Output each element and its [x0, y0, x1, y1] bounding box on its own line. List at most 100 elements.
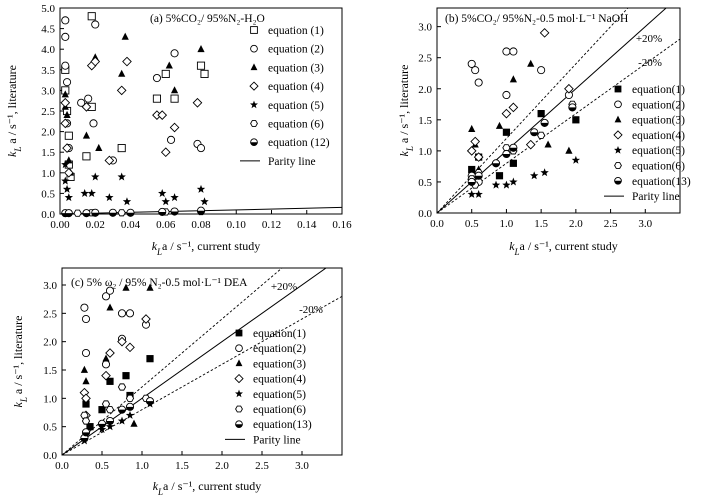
data-point	[117, 416, 127, 425]
data-point	[525, 139, 536, 150]
x-tick-label: 1.0	[135, 460, 149, 472]
x-tick-label: 2.5	[604, 218, 618, 230]
data-point	[125, 342, 135, 353]
data-point	[495, 121, 504, 129]
legend-marker	[614, 115, 622, 123]
data-point	[165, 61, 173, 69]
data-point	[491, 159, 501, 168]
data-point	[502, 47, 511, 56]
data-point	[468, 165, 476, 174]
data-point	[467, 189, 476, 198]
plot-frame	[436, 7, 681, 214]
legend-marker	[614, 176, 622, 185]
x-axis-label: kLa / s⁻¹, current study	[153, 479, 262, 497]
data-point	[84, 94, 93, 103]
data-point	[117, 209, 126, 217]
data-point	[470, 136, 481, 147]
x-tick-label: 0.5	[95, 460, 109, 472]
data-point	[90, 56, 101, 67]
panel-title: (c) 5% ω₂ / 95% N₂-0.5 mol·L⁻¹ DEA	[71, 277, 248, 289]
data-point	[141, 314, 151, 324]
x-tick-label: 3.0	[295, 460, 309, 472]
data-point	[97, 419, 107, 428]
plot-frame	[61, 267, 343, 456]
legend-marker	[250, 26, 258, 34]
data-point	[125, 410, 135, 419]
data-point	[474, 78, 483, 87]
data-point	[169, 122, 180, 133]
data-point	[157, 110, 168, 120]
legend-marker	[235, 420, 243, 429]
data-point	[106, 303, 114, 311]
legend-marker	[249, 81, 259, 91]
y-tick-label: 3.0	[41, 85, 55, 97]
legend-label: equation(2)	[632, 99, 685, 111]
y-tick-label: 1.5	[418, 115, 432, 127]
data-point	[106, 377, 114, 385]
data-point	[126, 208, 135, 217]
x-tick-label: 0.08	[191, 219, 211, 231]
data-point	[91, 172, 100, 181]
legend: equation(1) equation(2) equation(3) equatio…	[604, 84, 691, 203]
data-point	[130, 419, 138, 427]
y-tick-label: 2.0	[41, 127, 55, 139]
x-tick-label: 0.5	[465, 218, 479, 230]
x-tick-label: 2.5	[255, 460, 269, 472]
data-point	[61, 61, 70, 70]
y-tick-label: 2.0	[43, 337, 57, 349]
y-tick-label: 1.5	[41, 147, 55, 159]
y-tick-label: 2.5	[41, 106, 55, 118]
legend-label: equation(6)	[253, 404, 306, 416]
legend-marker	[235, 359, 243, 367]
data-point	[65, 156, 73, 164]
band-label: +20%	[636, 33, 662, 45]
y-tick-label: 0.5	[43, 422, 57, 434]
series-3	[79, 314, 151, 421]
data-point	[73, 209, 82, 217]
series-1	[80, 286, 151, 369]
data-point	[530, 171, 539, 180]
legend-label: equation (12)	[268, 137, 330, 149]
data-point	[466, 146, 477, 156]
band-label: -20%	[299, 304, 323, 316]
data-point	[63, 110, 71, 118]
y-tick-label: 1.0	[41, 168, 55, 180]
series-1	[61, 16, 206, 165]
data-point	[192, 97, 203, 108]
data-point	[105, 406, 115, 414]
data-point	[64, 131, 73, 140]
data-point	[98, 406, 106, 414]
data-point	[537, 131, 546, 139]
data-point	[95, 143, 103, 151]
data-point	[117, 144, 126, 153]
data-point	[572, 116, 580, 124]
legend-marker	[250, 120, 258, 127]
series-4	[80, 399, 155, 445]
data-point	[82, 152, 91, 161]
data-point	[91, 208, 100, 217]
y-tick-label: 2.5	[418, 53, 432, 65]
legend-label: equation(3)	[632, 115, 685, 127]
data-point	[200, 69, 209, 78]
data-point	[91, 20, 100, 29]
data-point	[200, 197, 209, 206]
series-6	[467, 103, 577, 186]
legend-marker	[235, 329, 243, 337]
data-point	[540, 168, 549, 177]
data-point	[101, 292, 111, 301]
y-tick-label: 1.0	[43, 393, 57, 405]
legend-marker	[235, 344, 243, 353]
y-tick-label: 0.0	[43, 450, 57, 462]
data-point	[64, 193, 73, 202]
data-point	[170, 207, 179, 216]
y-axis-label: kL a / s⁻¹, literature	[11, 316, 29, 408]
band-label: -20%	[638, 57, 662, 69]
data-point	[170, 49, 179, 58]
data-point	[116, 85, 127, 96]
y-tick-label: 1.5	[43, 365, 57, 377]
data-point	[145, 397, 155, 406]
data-point	[105, 193, 114, 202]
x-tick-label: 0.0	[55, 460, 69, 472]
x-tick-label: 2.0	[569, 218, 583, 230]
x-tick-label: 3.0	[638, 218, 652, 230]
